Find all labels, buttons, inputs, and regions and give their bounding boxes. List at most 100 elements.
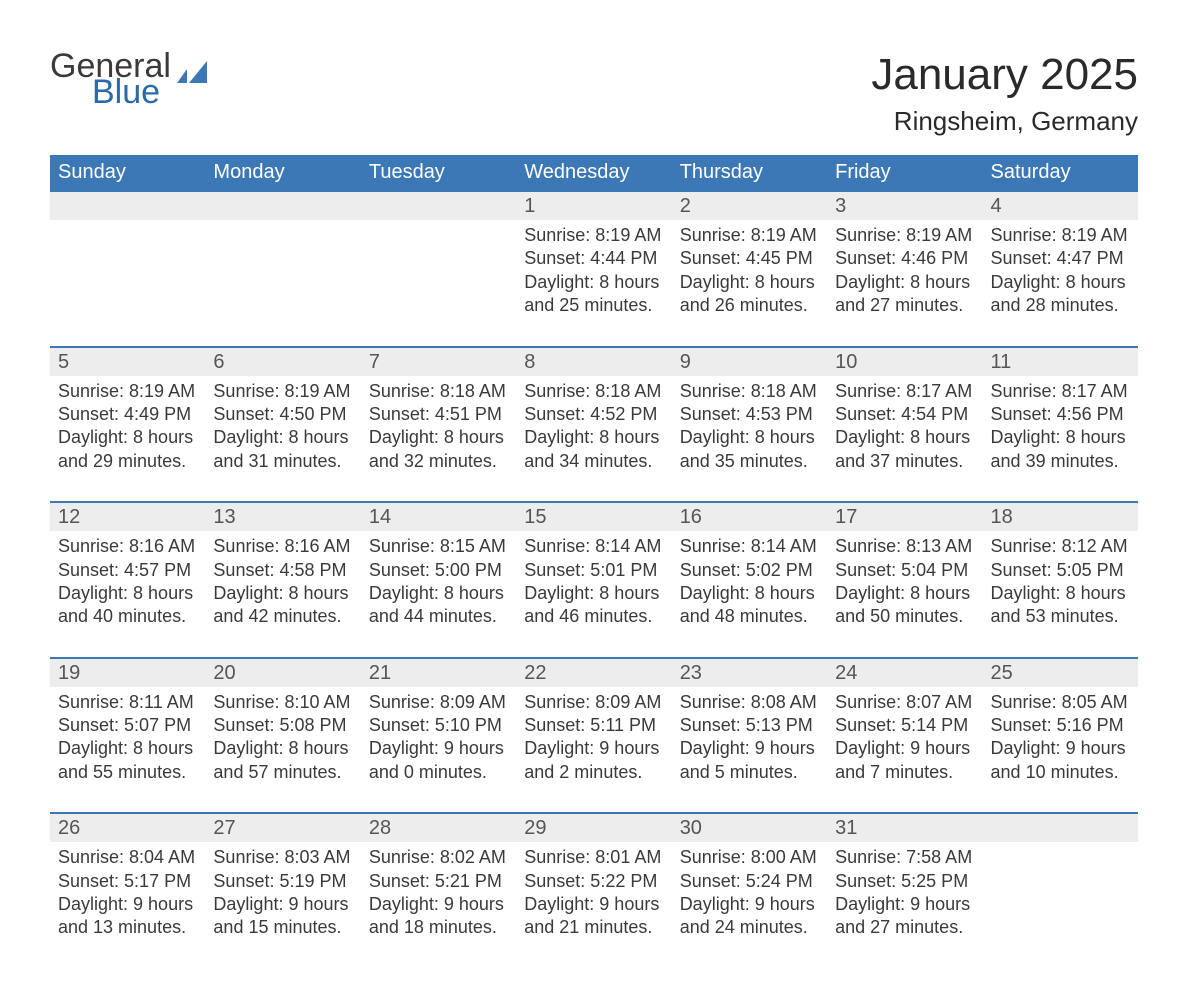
day-number-row: 1234: [50, 191, 1138, 220]
weekday-header: Sunday: [50, 155, 205, 191]
day-line: Daylight: 8 hours: [680, 582, 819, 605]
day-cell: Sunrise: 8:02 AMSunset: 5:21 PMDaylight:…: [361, 842, 516, 968]
day-cell: [983, 842, 1138, 968]
day-line: Sunset: 4:56 PM: [991, 403, 1130, 426]
day-number: 16: [672, 502, 827, 531]
day-line: Daylight: 8 hours: [835, 426, 974, 449]
day-number: 23: [672, 658, 827, 687]
day-number: 14: [361, 502, 516, 531]
day-number: [50, 191, 205, 220]
day-line: Sunset: 5:14 PM: [835, 714, 974, 737]
day-line: and 37 minutes.: [835, 450, 974, 473]
day-line: Sunset: 4:53 PM: [680, 403, 819, 426]
day-number: 10: [827, 347, 982, 376]
day-line: and 13 minutes.: [58, 916, 197, 939]
day-number: 6: [205, 347, 360, 376]
day-cell: Sunrise: 8:10 AMSunset: 5:08 PMDaylight:…: [205, 687, 360, 814]
day-line: and 35 minutes.: [680, 450, 819, 473]
day-line: Daylight: 8 hours: [835, 271, 974, 294]
day-data-row: Sunrise: 8:19 AMSunset: 4:49 PMDaylight:…: [50, 376, 1138, 503]
day-line: and 29 minutes.: [58, 450, 197, 473]
day-line: Sunrise: 8:14 AM: [680, 535, 819, 558]
day-line: [58, 271, 197, 294]
day-number: 12: [50, 502, 205, 531]
day-line: Sunset: 4:47 PM: [991, 247, 1130, 270]
day-line: Sunset: 5:10 PM: [369, 714, 508, 737]
day-line: Sunset: 4:44 PM: [524, 247, 663, 270]
day-line: Sunrise: 8:17 AM: [835, 380, 974, 403]
day-cell: Sunrise: 8:01 AMSunset: 5:22 PMDaylight:…: [516, 842, 671, 968]
day-line: Daylight: 8 hours: [991, 271, 1130, 294]
day-line: Sunrise: 8:19 AM: [524, 224, 663, 247]
day-line: and 27 minutes.: [835, 294, 974, 317]
day-line: Sunrise: 8:15 AM: [369, 535, 508, 558]
day-number: 9: [672, 347, 827, 376]
day-number: 13: [205, 502, 360, 531]
day-line: [369, 224, 508, 247]
day-line: Sunset: 5:19 PM: [213, 870, 352, 893]
day-line: [58, 294, 197, 317]
day-line: and 57 minutes.: [213, 761, 352, 784]
day-cell: [50, 220, 205, 347]
day-line: Daylight: 8 hours: [369, 426, 508, 449]
day-line: and 31 minutes.: [213, 450, 352, 473]
day-line: Daylight: 9 hours: [369, 737, 508, 760]
day-number-row: 567891011: [50, 347, 1138, 376]
day-line: [991, 870, 1130, 893]
day-line: Sunrise: 8:10 AM: [213, 691, 352, 714]
day-line: [213, 224, 352, 247]
day-cell: Sunrise: 8:19 AMSunset: 4:50 PMDaylight:…: [205, 376, 360, 503]
day-cell: Sunrise: 8:19 AMSunset: 4:45 PMDaylight:…: [672, 220, 827, 347]
weekday-header: Friday: [827, 155, 982, 191]
day-line: [991, 916, 1130, 939]
day-line: and 21 minutes.: [524, 916, 663, 939]
day-line: Daylight: 8 hours: [524, 426, 663, 449]
day-number: 31: [827, 813, 982, 842]
day-line: Sunrise: 8:19 AM: [991, 224, 1130, 247]
day-line: Daylight: 9 hours: [524, 893, 663, 916]
day-line: and 26 minutes.: [680, 294, 819, 317]
day-line: Sunrise: 8:19 AM: [835, 224, 974, 247]
day-line: and 46 minutes.: [524, 605, 663, 628]
day-line: Sunset: 5:08 PM: [213, 714, 352, 737]
day-line: Daylight: 9 hours: [524, 737, 663, 760]
day-line: Daylight: 8 hours: [58, 426, 197, 449]
weekday-header: Saturday: [983, 155, 1138, 191]
day-number: 26: [50, 813, 205, 842]
day-line: Sunrise: 8:19 AM: [680, 224, 819, 247]
day-number: 24: [827, 658, 982, 687]
day-line: and 34 minutes.: [524, 450, 663, 473]
day-number: 3: [827, 191, 982, 220]
day-line: Daylight: 8 hours: [213, 426, 352, 449]
day-line: Sunrise: 8:14 AM: [524, 535, 663, 558]
day-cell: [205, 220, 360, 347]
day-data-row: Sunrise: 8:16 AMSunset: 4:57 PMDaylight:…: [50, 531, 1138, 658]
day-data-row: Sunrise: 8:11 AMSunset: 5:07 PMDaylight:…: [50, 687, 1138, 814]
day-number: 20: [205, 658, 360, 687]
day-number: [205, 191, 360, 220]
day-line: Sunset: 5:00 PM: [369, 559, 508, 582]
day-line: Sunrise: 8:03 AM: [213, 846, 352, 869]
day-line: Sunset: 5:07 PM: [58, 714, 197, 737]
day-line: [991, 846, 1130, 869]
day-number: 30: [672, 813, 827, 842]
day-line: Sunrise: 8:19 AM: [58, 380, 197, 403]
day-line: Daylight: 9 hours: [991, 737, 1130, 760]
day-line: Daylight: 8 hours: [213, 582, 352, 605]
day-cell: Sunrise: 8:19 AMSunset: 4:46 PMDaylight:…: [827, 220, 982, 347]
day-line: Sunset: 5:05 PM: [991, 559, 1130, 582]
day-cell: Sunrise: 8:08 AMSunset: 5:13 PMDaylight:…: [672, 687, 827, 814]
day-line: Sunset: 5:13 PM: [680, 714, 819, 737]
day-line: Daylight: 9 hours: [835, 893, 974, 916]
day-line: Sunset: 4:46 PM: [835, 247, 974, 270]
day-line: [369, 271, 508, 294]
day-line: and 0 minutes.: [369, 761, 508, 784]
day-line: Sunrise: 8:19 AM: [213, 380, 352, 403]
day-line: Sunrise: 8:01 AM: [524, 846, 663, 869]
day-line: Daylight: 9 hours: [680, 893, 819, 916]
day-cell: Sunrise: 8:17 AMSunset: 4:56 PMDaylight:…: [983, 376, 1138, 503]
day-line: Sunrise: 8:18 AM: [524, 380, 663, 403]
day-line: Sunrise: 7:58 AM: [835, 846, 974, 869]
day-line: and 40 minutes.: [58, 605, 197, 628]
day-cell: Sunrise: 8:16 AMSunset: 4:58 PMDaylight:…: [205, 531, 360, 658]
